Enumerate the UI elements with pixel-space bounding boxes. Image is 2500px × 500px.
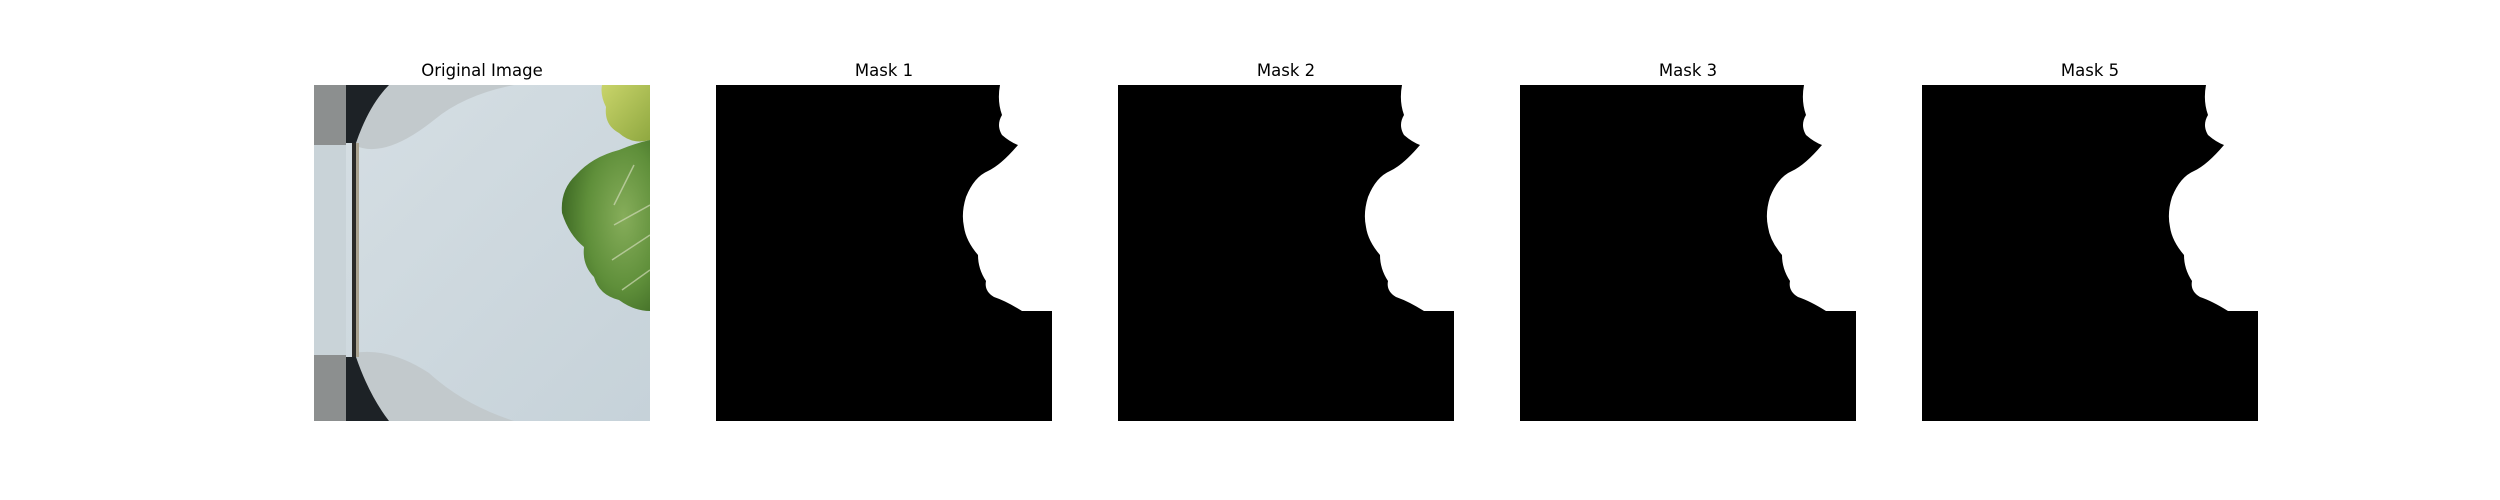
mask-1-title: Mask 1 [854, 61, 914, 80]
top-hole [354, 85, 514, 150]
left-strip-light [314, 145, 346, 355]
top-dark-edge [344, 85, 389, 143]
crease-highlight [356, 143, 359, 357]
main-leaf [561, 140, 650, 311]
mask-1-graphic [716, 85, 1052, 421]
mask-3 [1520, 85, 1856, 421]
mask-1 [716, 85, 1052, 421]
top-leaf [601, 85, 650, 142]
crease-line [352, 143, 356, 357]
bottom-hole [354, 351, 514, 421]
mask-2-foreground [1364, 85, 1454, 311]
mask-2-title: Mask 2 [1256, 61, 1316, 80]
mask-3-graphic [1520, 85, 1856, 421]
mask-2 [1118, 85, 1454, 421]
mask-5-graphic [1922, 85, 2258, 421]
bottom-dark-edge [344, 357, 389, 421]
mask-3-title: Mask 3 [1658, 61, 1718, 80]
mask-5-title: Mask 5 [2060, 61, 2120, 80]
leaf-veins [611, 164, 650, 291]
mask-5-foreground [2168, 85, 2258, 311]
original-image-graphic [314, 85, 650, 421]
original-image-title: Original Image [421, 61, 543, 80]
mask-3-foreground [1766, 85, 1856, 311]
mask-1-foreground [962, 85, 1052, 311]
mask-2-graphic [1118, 85, 1454, 421]
original-image [314, 85, 650, 421]
mask-5 [1922, 85, 2258, 421]
